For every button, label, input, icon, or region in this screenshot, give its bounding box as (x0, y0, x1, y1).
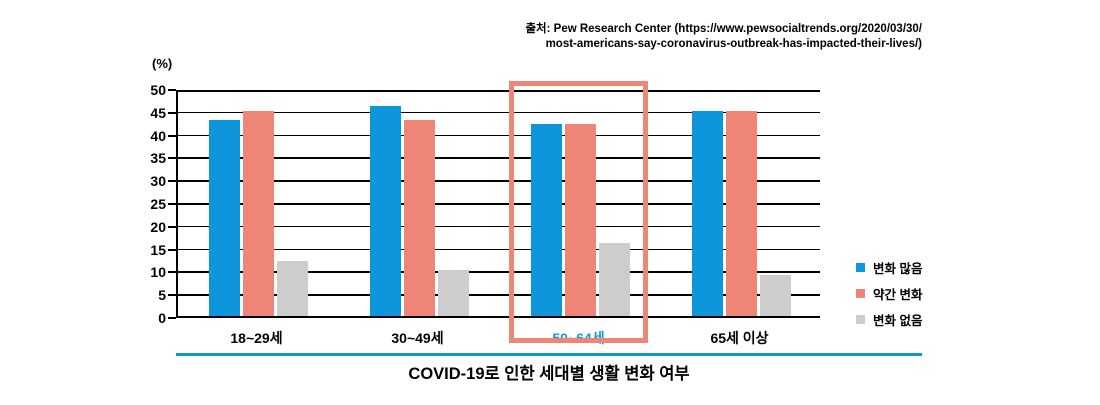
y-tick-10 (168, 271, 176, 274)
gridline-10 (178, 271, 820, 273)
y-tick-5 (168, 294, 176, 297)
x-tick-label-group1: 18~29세 (230, 330, 283, 346)
y-tick-label-50: 50 (150, 82, 166, 98)
highlight-box-50-64 (509, 81, 648, 343)
gridline-5 (178, 294, 820, 296)
bar-series1-group1 (209, 119, 240, 316)
bar-series2-group2 (404, 119, 435, 316)
bar-series2-group4 (726, 110, 757, 316)
bar-series1-group2 (370, 106, 401, 316)
y-tick-40 (168, 134, 176, 137)
legend-label-1: 변화 많음 (873, 262, 923, 276)
gridline-20 (178, 225, 820, 228)
bar-series3-group4 (760, 274, 791, 316)
gridline-50 (178, 90, 820, 92)
source-line-2: most-americans-say-coronavirus-outbreak-… (545, 38, 922, 50)
bar-series2-group1 (243, 110, 274, 316)
plot-area (176, 90, 820, 318)
legend-item-2: 약간 변화 (856, 284, 922, 303)
y-tick-label-30: 30 (150, 173, 166, 190)
y-tick-35 (168, 157, 176, 160)
y-tick-0 (168, 317, 176, 319)
x-tick-label-group2: 30~49세 (391, 330, 444, 346)
legend-swatch-2 (856, 289, 865, 298)
title-divider-line (176, 353, 922, 356)
bar-series3-group1 (277, 261, 308, 316)
y-tick-label-5: 5 (158, 287, 166, 304)
y-tick-label-20: 20 (150, 218, 166, 235)
y-tick-label-25: 25 (150, 196, 166, 212)
x-tick-label-group4: 65세 이상 (710, 330, 769, 346)
y-tick-label-10: 10 (150, 264, 166, 281)
y-tick-label-35: 35 (150, 150, 166, 167)
y-tick-25 (168, 203, 176, 205)
y-tick-label-0: 0 (158, 310, 166, 326)
y-tick-15 (168, 248, 176, 251)
y-tick-30 (168, 180, 176, 183)
legend-swatch-1 (856, 263, 865, 272)
source-line-1: 출처: Pew Research Center (https://www.pew… (525, 23, 922, 35)
gridline-25 (178, 203, 820, 205)
gridline-30 (178, 180, 820, 182)
gridline-15 (178, 248, 820, 251)
y-axis-unit-label: (%) (152, 56, 173, 71)
source-citation: 출처: Pew Research Center (https://www.pew… (525, 22, 922, 52)
y-tick-label-45: 45 (150, 104, 166, 121)
y-tick-45 (168, 111, 176, 114)
legend-swatch-3 (856, 315, 865, 324)
bar-series1-group3 (531, 124, 562, 316)
legend-label-3: 변화 없음 (873, 314, 923, 328)
bar-series2-group3 (565, 124, 596, 316)
bar-series3-group3 (599, 243, 630, 316)
gridline-45 (178, 111, 820, 114)
y-tick-50 (168, 89, 176, 91)
bar-series3-group2 (438, 270, 469, 316)
y-tick-label-15: 15 (150, 241, 166, 258)
y-tick-20 (168, 225, 176, 228)
legend-item-3: 변화 없음 (856, 310, 922, 329)
legend-label-2: 약간 변화 (873, 288, 923, 302)
chart-title: COVID-19로 인한 세대별 생활 변화 여부 (408, 365, 690, 383)
bar-series1-group4 (692, 110, 723, 316)
y-tick-label-40: 40 (150, 127, 166, 144)
gridline-35 (178, 157, 820, 159)
legend-item-1: 변화 많음 (856, 258, 922, 277)
gridline-40 (178, 134, 820, 137)
